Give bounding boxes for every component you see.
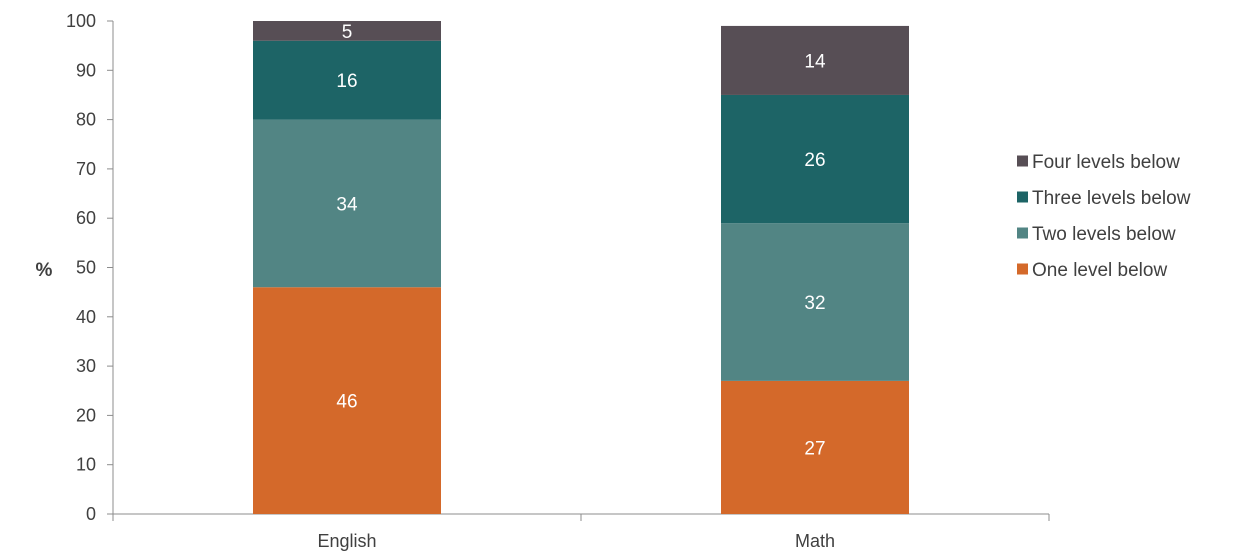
- legend-item-label: Two levels below: [1032, 224, 1176, 245]
- y-tick-label: 80: [76, 110, 96, 130]
- y-tick-label: 40: [76, 307, 96, 327]
- legend-swatch: [1017, 227, 1028, 239]
- bar-segment: [253, 287, 441, 514]
- legend-swatch: [1017, 191, 1028, 203]
- bar-segment: [721, 223, 909, 381]
- bar-data-labels: 46 34 16 5 27 32 26 14: [336, 22, 826, 460]
- bar-value-label: 14: [804, 51, 826, 72]
- bar-value-label: 26: [804, 150, 825, 171]
- legend-item-label: Three levels below: [1032, 188, 1191, 209]
- bar-value-label: 27: [804, 438, 825, 459]
- y-tick-label: 10: [76, 455, 96, 475]
- bars: [253, 21, 909, 514]
- legend-swatch: [1017, 263, 1028, 275]
- y-tick-label: 0: [86, 504, 96, 524]
- x-category-label: Math: [795, 531, 835, 551]
- bar-segment: [253, 119, 441, 288]
- axes: 0 10 20 30 40 50 60 70 80 90 100 English Math: [66, 11, 1050, 551]
- bar-value-label: 46: [336, 392, 357, 413]
- legend-swatch: [1017, 155, 1028, 167]
- y-tick-label: 30: [76, 356, 96, 376]
- y-tick-label: 50: [76, 258, 96, 278]
- bar-segment: [721, 380, 909, 514]
- y-tick-label: 70: [76, 159, 96, 179]
- bar-segment: [253, 21, 441, 41]
- bar-value-label: 34: [336, 194, 358, 215]
- bar-value-label: 32: [804, 293, 825, 314]
- bar-segment: [721, 25, 909, 95]
- y-tick-label: 90: [76, 60, 96, 80]
- legend: Four levels below Three levels below Two l…: [1017, 152, 1191, 281]
- legend-item-label: Four levels below: [1032, 152, 1180, 173]
- bar-segment: [721, 94, 909, 224]
- y-tick-label: 20: [76, 405, 96, 425]
- y-tick-label: 100: [66, 11, 96, 31]
- legend-item-label: One level below: [1032, 260, 1167, 281]
- y-axis-label: %: [36, 260, 53, 281]
- bar-value-label: 16: [336, 71, 357, 92]
- bar-value-label: 5: [342, 22, 353, 43]
- y-tick-label: 60: [76, 208, 96, 228]
- x-category-label: English: [317, 531, 376, 551]
- bar-segment: [253, 40, 441, 120]
